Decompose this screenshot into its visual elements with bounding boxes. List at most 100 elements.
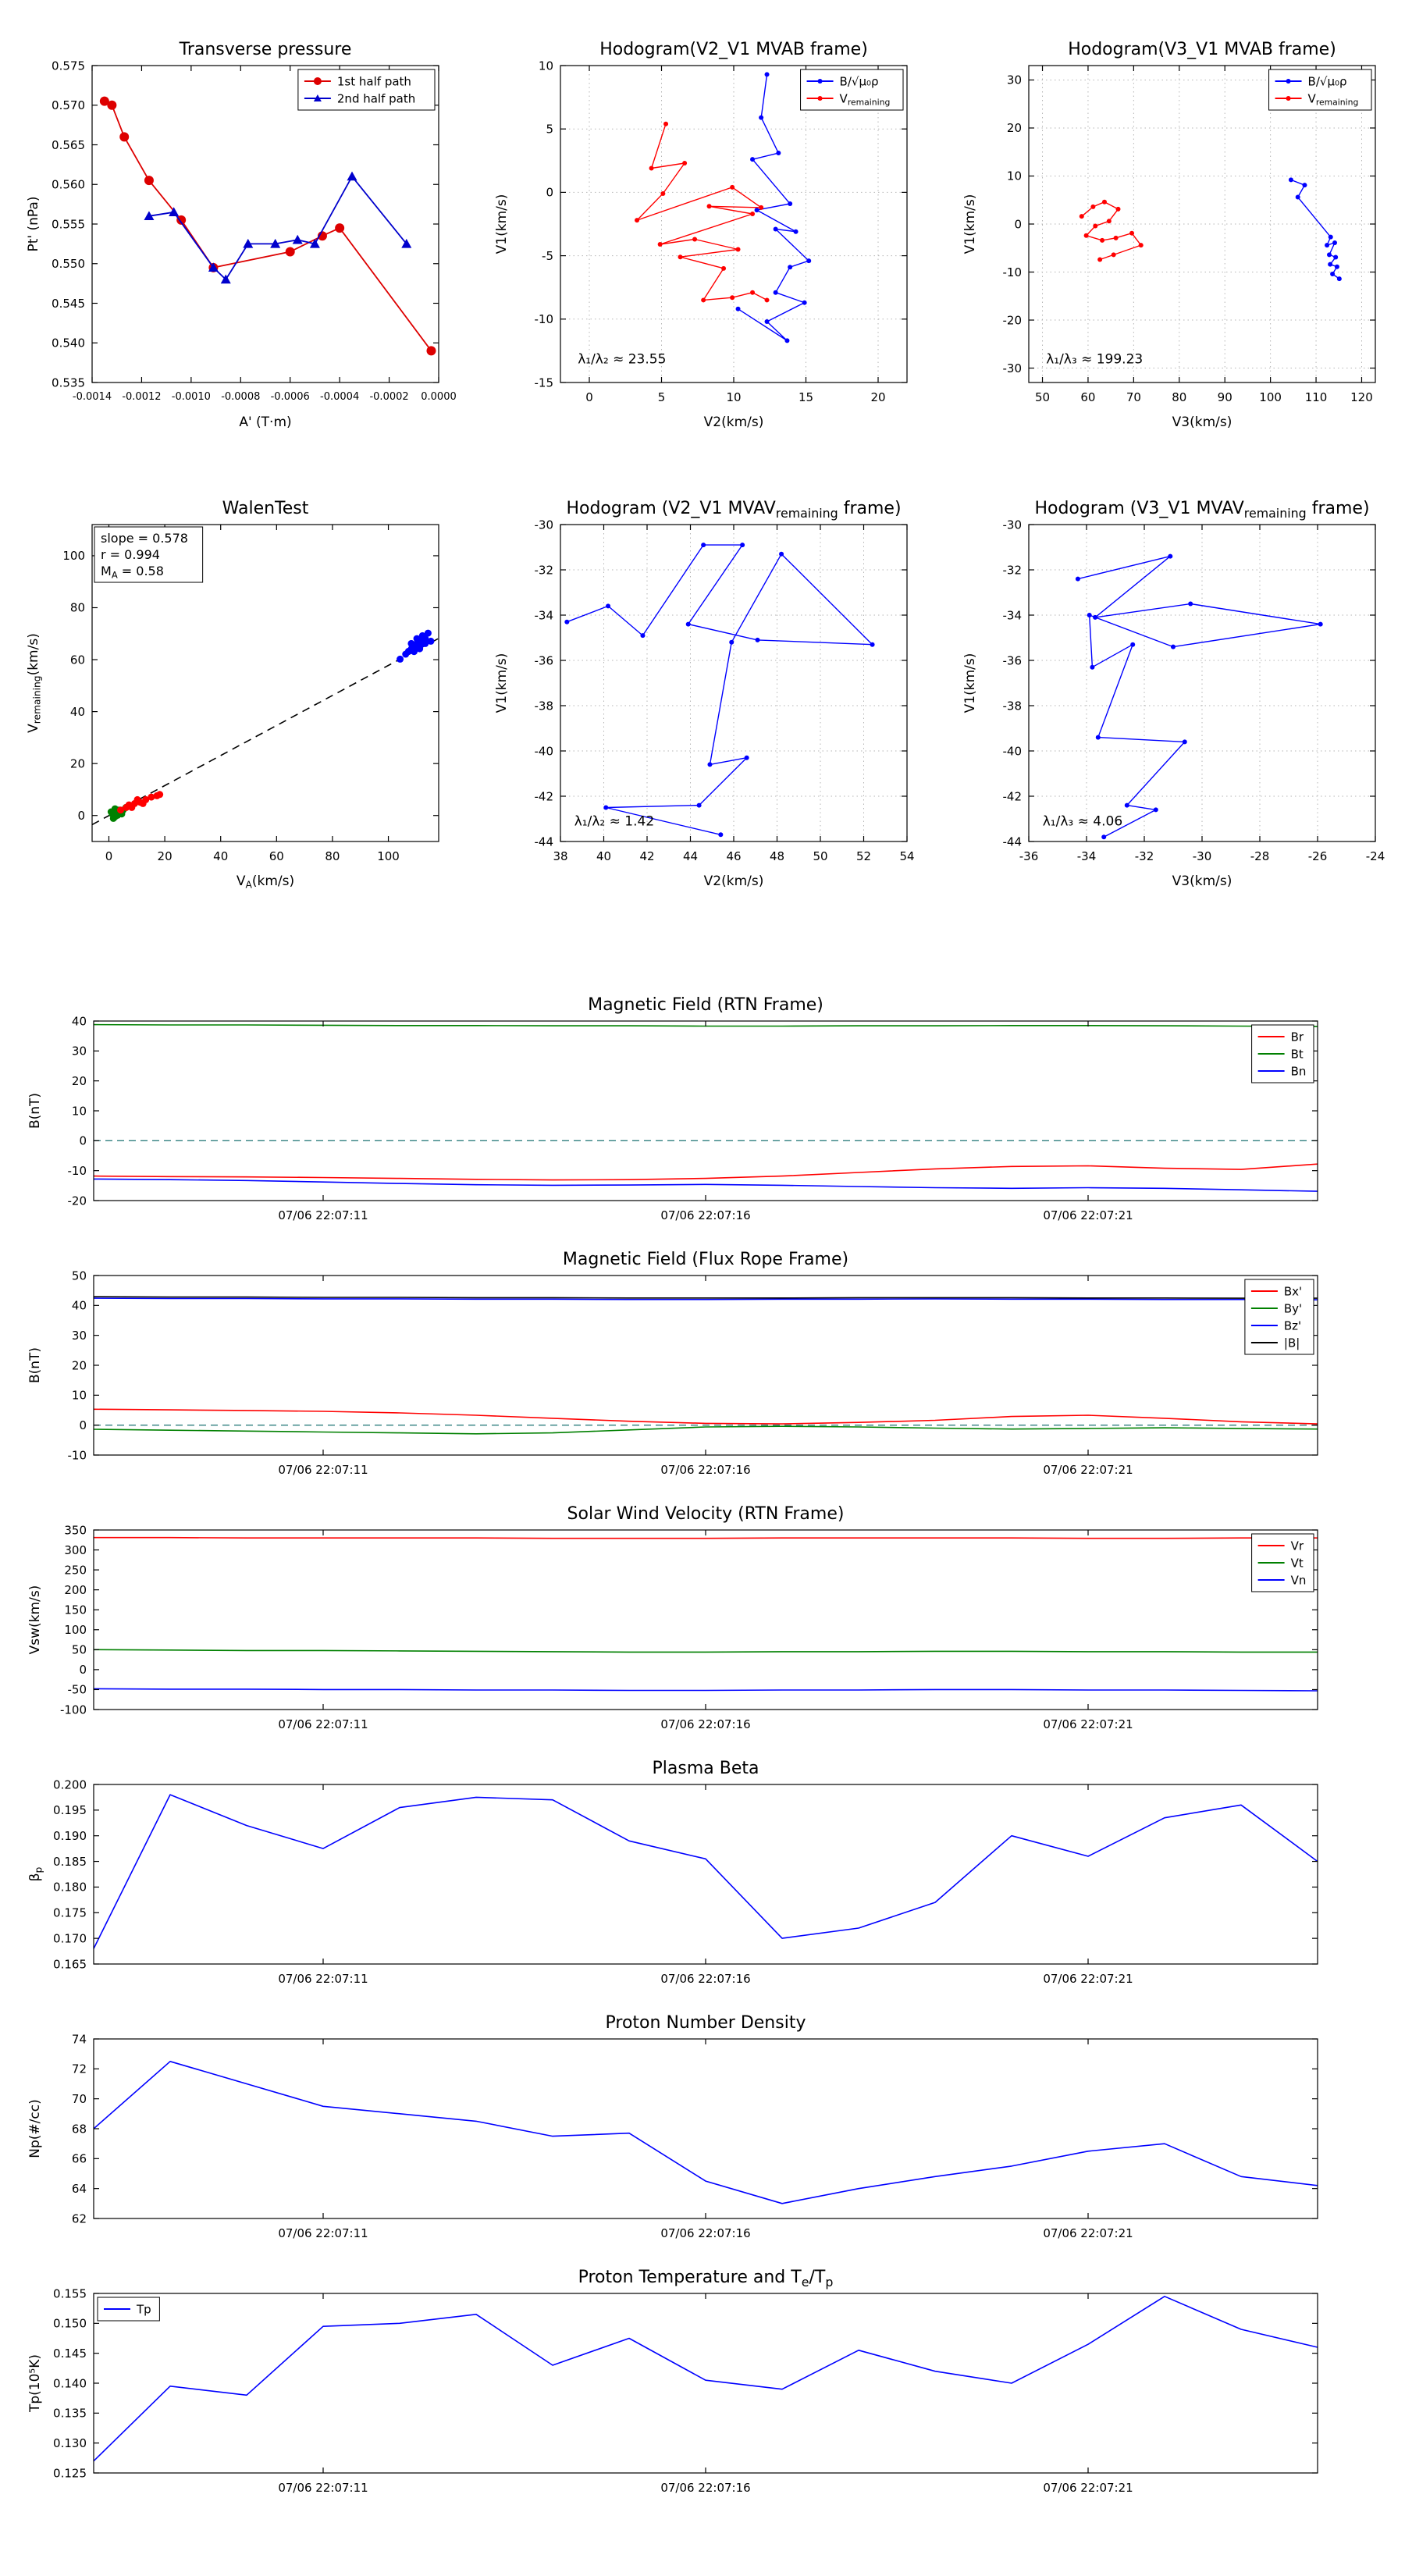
x-tick-label: 54 [899,849,914,863]
y-tick-label: 0.125 [53,2466,87,2480]
plasma-beta-chart: 07/06 22:07:11 07/06 22:07:16 07/06 22:07:… [27,1759,1318,1986]
series-1st half path [99,96,436,356]
x-tick-label: 110 [1305,390,1328,404]
y-tick-label: 40 [72,1299,87,1313]
x-tick-label: 07/06 22:07:16 [660,2226,750,2240]
annotation: λ₁/λ₃ ≈ 4.06 [1043,814,1122,830]
y-tick-label: 30 [72,1329,87,1343]
y-tick-label: 0.175 [53,1906,87,1920]
y-tick-label: 20 [1007,121,1022,135]
y-tick-label: 200 [64,1583,87,1597]
solar-wind-velocity-chart: 07/06 22:07:11 07/06 22:07:16 07/06 22:07:… [27,1504,1318,1731]
y-tick-label: -10 [1003,265,1023,279]
legend-label: Tp [136,2302,151,2316]
series-Bx' [93,1408,1318,1425]
y-tick-label: 0.170 [53,1931,87,1945]
y-tick-label: 30 [1007,73,1022,87]
x-tick-label: 0.0000 [421,391,457,403]
x-tick-label: 50 [1035,390,1050,404]
series-plasma-beta-0 [93,1794,1318,1949]
y-tick-label: -100 [60,1703,87,1717]
panel-hodogram-v2v1-mvav: 38 40 42 44 46 48 50 52 54 -44 -42 -40 -38 -36 -34 -32 -… [468,476,937,913]
x-axis-label: V3(km/s) [1172,873,1232,889]
grid [1028,524,1376,842]
x-tick-label: 0 [105,849,113,863]
ticks [560,524,908,842]
ticks [91,65,439,383]
legend: Tp [97,2297,160,2322]
ticks [94,2293,1318,2474]
y-tick-label: 0 [79,1418,87,1432]
x-tick-label: 44 [683,849,698,863]
y-axis-label: Pt' (nPa) [26,197,41,252]
y-tick-label: 300 [64,1543,87,1557]
x-tick-label: 07/06 22:07:21 [1043,1717,1133,1731]
y-tick-label: 100 [62,549,85,563]
annotation: λ₁/λ₂ ≈ 23.55 [578,352,666,368]
x-tick-label: 80 [1172,390,1186,404]
y-tick-label: 150 [64,1603,87,1617]
y-tick-label: 0.550 [52,257,85,271]
stats-line: MA = 0.58 [101,564,164,581]
series-B/√μ₀ρ [1288,177,1342,282]
x-tick-label: 07/06 22:07:21 [1043,1463,1133,1477]
grid [1029,66,1375,382]
y-tick-label: 10 [72,1104,87,1118]
walen-test-chart: 0 20 40 60 80 100 0 20 40 60 80 100 WalenTest VA(km/s… [26,499,439,891]
series-|B| [93,1296,1318,1299]
legend-label: Bt [1291,1047,1304,1061]
y-tick-label: 0 [546,186,553,200]
y-axis-label: B(nT) [27,1347,43,1383]
x-tick-label: -0.0004 [320,391,359,403]
x-tick-label: 15 [799,390,813,404]
x-tick-label: 07/06 22:07:16 [660,1463,750,1477]
axes-frame [91,524,439,842]
y-tick-label: 20 [70,756,85,770]
series-V_{remaining} [1079,199,1144,262]
grid [560,524,908,842]
chart-title: Transverse pressure [179,40,352,59]
chart-title: WalenTest [222,499,309,518]
mag-flux-rope-chart: 07/06 22:07:11 07/06 22:07:16 07/06 22:07:… [27,1250,1318,1477]
y-tick-label: 0.180 [53,1880,87,1895]
y-tick-label: 0.575 [52,59,85,73]
ticks [1028,524,1376,842]
y-tick-label: 10 [72,1389,87,1403]
stats-line: slope = 0.578 [101,531,188,546]
annotation: λ₁/λ₃ ≈ 199.23 [1046,352,1143,368]
y-tick-label: 0.535 [52,375,85,390]
panel-hodogram-v2v1-mvab: 0 5 10 15 20 -15 -10 -5 0 5 10 Hodogram(V2_V1 MVAB … [468,17,937,454]
legend: Br Bt Bn [1251,1024,1314,1083]
y-tick-label: -20 [1003,313,1023,327]
chart-title: Hodogram (V2_V1 MVAVremaining frame) [566,499,901,521]
y-tick-label: -36 [1003,653,1023,667]
mag-rtn-chart: 07/06 22:07:11 07/06 22:07:16 07/06 22:07:… [27,995,1318,1222]
x-tick-label: 07/06 22:07:16 [660,1208,750,1222]
transverse-pressure-chart: -0.0014 -0.0012 -0.0010 -0.0008 -0.0006 -0.00… [26,40,457,430]
legend-label: Vr [1291,1539,1304,1553]
y-tick-label: 80 [70,601,85,615]
series-proton-number-density-0 [93,2061,1318,2204]
x-tick-label: 07/06 22:07:16 [660,1717,750,1731]
series-B/√μ₀ρ [735,72,812,343]
y-tick-label: 0.545 [52,297,85,311]
y-tick-label: 0.195 [53,1803,87,1817]
ticks [94,1275,1318,1456]
y-tick-label: 72 [72,2062,87,2076]
axes-frame [93,2038,1318,2219]
panel-mag-flux-rope: 07/06 22:07:11 07/06 22:07:16 07/06 22:07:… [0,1240,1405,1494]
chart-title: Proton Temperature and Te/Tp [578,2268,834,2290]
y-tick-label: 0.130 [53,2436,87,2450]
legend-label: B/√μ₀ρ [1308,74,1347,88]
ticks [94,1784,1318,1965]
chart-title: Magnetic Field (RTN Frame) [588,995,823,1015]
x-tick-label: 42 [639,849,654,863]
y-tick-label: -30 [1003,361,1023,375]
x-tick-label: 07/06 22:07:21 [1043,2481,1133,2495]
legend-label: B/√μ₀ρ [840,74,879,88]
y-axis-label: V1(km/s) [494,194,510,254]
y-tick-label: -40 [535,744,554,758]
x-tick-label: 07/06 22:07:11 [278,1463,368,1477]
